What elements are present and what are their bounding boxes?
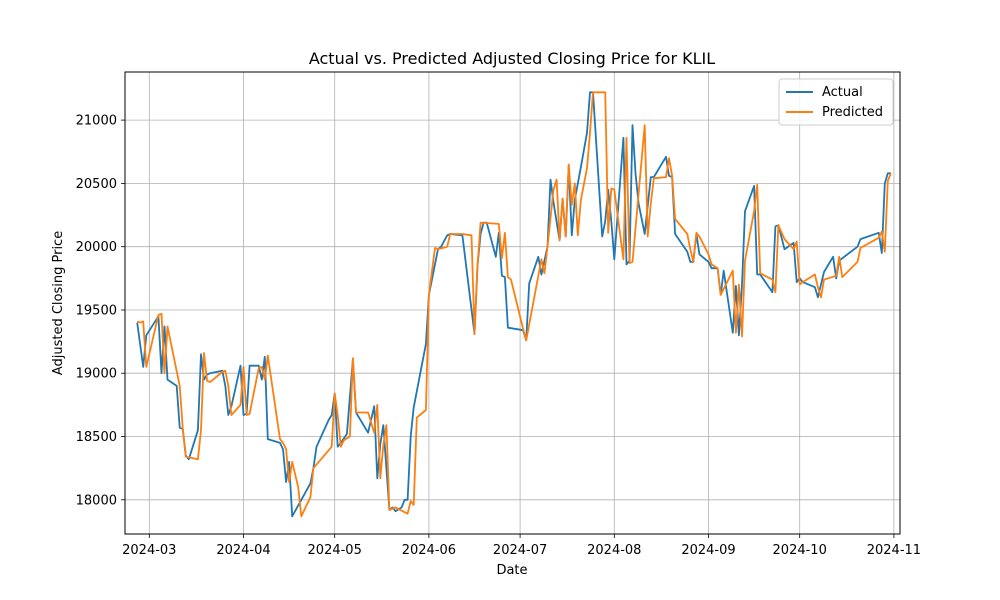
x-axis-label: Date (496, 563, 527, 578)
x-tick-label: 2024-07 (493, 543, 547, 558)
y-tick-label: 21000 (76, 114, 117, 129)
y-tick-label: 18000 (76, 493, 117, 508)
legend-label-predicted: Predicted (822, 105, 883, 120)
grid (125, 72, 900, 534)
y-axis-label: Adjusted Closing Price (51, 231, 66, 375)
x-tick-label: 2024-04 (216, 543, 270, 558)
x-axis: 2024-03 2024-04 2024-05 2024-06 2024-07 2024-… (122, 534, 921, 558)
plot-frame (124, 71, 901, 535)
y-tick-label: 20500 (76, 177, 117, 192)
series-line-predicted (136, 91, 892, 518)
x-tick-label: 2024-03 (122, 543, 176, 558)
y-axis: 18000 18500 19000 19500 20000 20500 21000 (76, 114, 125, 508)
plot-lines (136, 91, 892, 518)
y-tick-label: 19500 (76, 304, 117, 319)
legend-box (778, 78, 894, 126)
series-line-actual (136, 91, 891, 518)
chart-title: Actual vs. Predicted Adjusted Closing Pr… (309, 49, 715, 68)
x-tick-label: 2024-10 (773, 543, 827, 558)
y-tick-label: 18500 (76, 430, 117, 445)
x-tick-label: 2024-05 (308, 543, 362, 558)
legend: Actual Predicted (778, 78, 894, 126)
legend-label-actual: Actual (822, 85, 863, 100)
x-tick-label: 2024-06 (402, 543, 456, 558)
x-tick-label: 2024-09 (681, 543, 735, 558)
x-tick-label: 2024-08 (587, 543, 641, 558)
x-tick-label: 2024-11 (867, 543, 921, 558)
y-tick-label: 19000 (76, 367, 117, 382)
y-tick-label: 20000 (76, 240, 117, 255)
